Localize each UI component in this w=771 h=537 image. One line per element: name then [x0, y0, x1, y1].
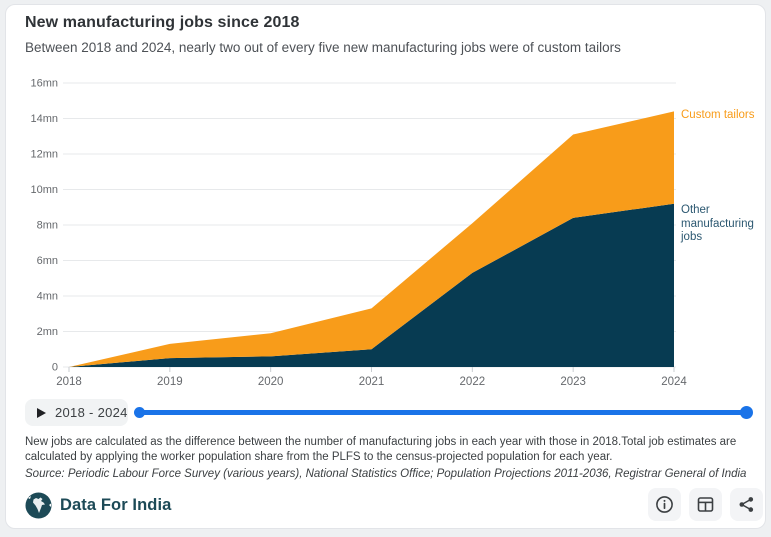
- data-for-india-logo: [25, 492, 52, 518]
- play-icon: [37, 407, 46, 418]
- info-button[interactable]: [648, 488, 681, 521]
- svg-text:10mn: 10mn: [30, 184, 58, 196]
- svg-text:2019: 2019: [157, 376, 183, 388]
- share-button[interactable]: [730, 488, 763, 521]
- svg-text:2024: 2024: [661, 376, 687, 388]
- play-range-button[interactable]: 2018 - 2024: [25, 399, 128, 426]
- svg-text:2mn: 2mn: [37, 326, 58, 338]
- brand: Data For India: [25, 491, 171, 519]
- year-range-slider[interactable]: [134, 405, 753, 420]
- svg-text:2020: 2020: [258, 376, 284, 388]
- svg-text:6mn: 6mn: [37, 255, 58, 267]
- svg-text:2022: 2022: [460, 376, 486, 388]
- svg-text:2023: 2023: [560, 376, 586, 388]
- source-text: Source: Periodic Labour Force Survey (va…: [25, 468, 747, 480]
- brand-name: Data For India: [60, 495, 172, 514]
- page-subtitle: Between 2018 and 2024, nearly two out of…: [25, 40, 621, 55]
- svg-text:14mn: 14mn: [30, 113, 58, 125]
- stacked-area-chart: 0 2mn 4mn 6mn 8mn 10mn 12mn 14mn 16mn 2018 2019 202…: [30, 78, 687, 389]
- page-title: New manufacturing jobs since 2018: [25, 14, 300, 31]
- slider-handle-start[interactable]: [134, 407, 145, 418]
- table-icon: [697, 497, 714, 512]
- legend-other-manufacturing-jobs: Other manufacturing jobs: [681, 204, 754, 243]
- info-icon: [656, 496, 673, 513]
- svg-text:12mn: 12mn: [30, 149, 58, 161]
- svg-text:2018: 2018: [56, 376, 82, 388]
- svg-text:2021: 2021: [359, 376, 385, 388]
- chart-card: New manufacturing jobs since 2018 Betwee…: [5, 4, 766, 529]
- share-icon: [739, 497, 754, 512]
- svg-text:0: 0: [52, 362, 58, 374]
- svg-text:4mn: 4mn: [37, 291, 58, 303]
- footnote-text: New jobs are calculated as the differenc…: [25, 436, 737, 463]
- svg-text:8mn: 8mn: [37, 220, 58, 232]
- svg-text:16mn: 16mn: [30, 78, 58, 90]
- footnote: New jobs are calculated as the differenc…: [25, 435, 762, 482]
- legend-custom-tailors: Custom tailors: [681, 109, 755, 121]
- table-view-button[interactable]: [689, 488, 722, 521]
- range-label: 2018 - 2024: [55, 405, 128, 420]
- slider-handle-end[interactable]: [740, 406, 753, 419]
- slider-track[interactable]: [139, 410, 747, 415]
